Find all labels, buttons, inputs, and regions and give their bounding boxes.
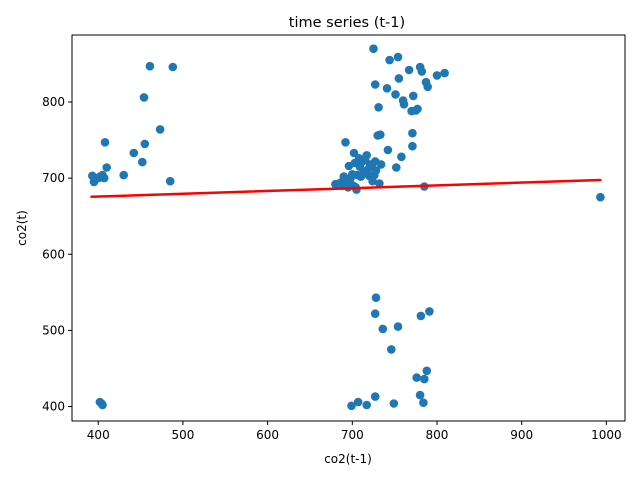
data-point-71 bbox=[404, 65, 414, 75]
data-point-66 bbox=[391, 90, 400, 99]
data-point-19 bbox=[98, 400, 107, 410]
data-point-100 bbox=[362, 400, 372, 410]
data-point-92 bbox=[425, 307, 434, 316]
x-axis-ticks: 400 500 600 700 800 900 1000 bbox=[87, 421, 622, 442]
data-point-9 bbox=[129, 148, 139, 158]
data-point-6 bbox=[100, 138, 110, 147]
data-point-63 bbox=[374, 103, 383, 112]
data-point-58 bbox=[383, 145, 393, 155]
x-tick-label-900: 900 bbox=[510, 428, 533, 442]
chart-title: time series (t-1) bbox=[289, 15, 405, 31]
plot-area-frame bbox=[71, 34, 626, 422]
x-tick-label-1000: 1000 bbox=[591, 428, 622, 442]
data-point-15 bbox=[165, 176, 175, 186]
data-point-76 bbox=[413, 104, 422, 114]
data-point-25 bbox=[341, 138, 350, 147]
data-point-97 bbox=[419, 398, 428, 408]
data-point-102 bbox=[389, 399, 399, 408]
x-axis-label: co2(t-1) bbox=[324, 452, 372, 466]
data-point-83 bbox=[432, 71, 442, 80]
x-tick-label-700: 700 bbox=[341, 428, 364, 442]
data-point-67 bbox=[393, 52, 403, 62]
data-point-5 bbox=[99, 173, 109, 183]
data-point-61 bbox=[369, 44, 378, 53]
fit-line bbox=[90, 178, 602, 199]
data-point-98 bbox=[347, 401, 356, 411]
data-point-7 bbox=[102, 163, 111, 172]
data-point-10 bbox=[138, 157, 147, 167]
x-tick-label-600: 600 bbox=[256, 428, 279, 442]
y-axis-ticks: 400 500 600 700 800 bbox=[42, 95, 72, 414]
data-point-12 bbox=[140, 139, 150, 149]
data-point-34 bbox=[349, 148, 359, 158]
data-point-59 bbox=[392, 163, 401, 172]
data-point-85 bbox=[596, 192, 605, 202]
data-point-99 bbox=[353, 397, 363, 407]
data-point-91 bbox=[416, 311, 426, 321]
data-point-68 bbox=[394, 74, 404, 83]
data-point-56 bbox=[376, 130, 385, 139]
points-layer bbox=[88, 44, 605, 411]
data-point-87 bbox=[370, 309, 380, 319]
data-point-82 bbox=[423, 82, 433, 92]
data-point-64 bbox=[382, 84, 392, 93]
data-point-13 bbox=[145, 61, 155, 71]
data-point-45 bbox=[362, 151, 372, 160]
data-point-77 bbox=[408, 141, 417, 151]
data-point-62 bbox=[370, 80, 380, 89]
data-point-60 bbox=[397, 152, 406, 162]
y-tick-label-800: 800 bbox=[42, 95, 65, 109]
y-tick-label-500: 500 bbox=[42, 323, 65, 337]
data-point-96 bbox=[422, 366, 432, 376]
y-tick-label-400: 400 bbox=[42, 400, 65, 414]
y-tick-label-700: 700 bbox=[42, 171, 65, 185]
data-point-101 bbox=[370, 392, 380, 401]
data-point-70 bbox=[399, 100, 409, 109]
data-point-8 bbox=[119, 170, 128, 180]
data-point-55 bbox=[375, 179, 384, 188]
data-point-53 bbox=[371, 166, 381, 175]
data-point-74 bbox=[409, 91, 418, 101]
data-point-16 bbox=[168, 62, 178, 72]
data-point-95 bbox=[420, 374, 429, 384]
data-point-79 bbox=[417, 67, 427, 76]
data-point-88 bbox=[378, 324, 388, 334]
data-point-65 bbox=[385, 55, 394, 65]
x-tick-label-800: 800 bbox=[426, 428, 449, 442]
data-point-37 bbox=[352, 185, 361, 194]
x-tick-label-400: 400 bbox=[87, 428, 110, 442]
data-point-84 bbox=[440, 68, 449, 78]
data-point-11 bbox=[139, 93, 149, 102]
data-point-57 bbox=[376, 160, 386, 169]
data-point-93 bbox=[412, 373, 422, 382]
y-tick-label-600: 600 bbox=[42, 247, 65, 261]
data-point-14 bbox=[155, 125, 165, 134]
fit-line-layer bbox=[90, 178, 602, 199]
y-axis-label: co2(t) bbox=[15, 210, 29, 246]
data-point-89 bbox=[387, 345, 396, 354]
data-point-94 bbox=[415, 390, 425, 400]
data-point-90 bbox=[393, 322, 403, 331]
x-tick-label-500: 500 bbox=[171, 428, 194, 442]
data-point-73 bbox=[408, 128, 417, 138]
data-point-86 bbox=[371, 293, 381, 303]
